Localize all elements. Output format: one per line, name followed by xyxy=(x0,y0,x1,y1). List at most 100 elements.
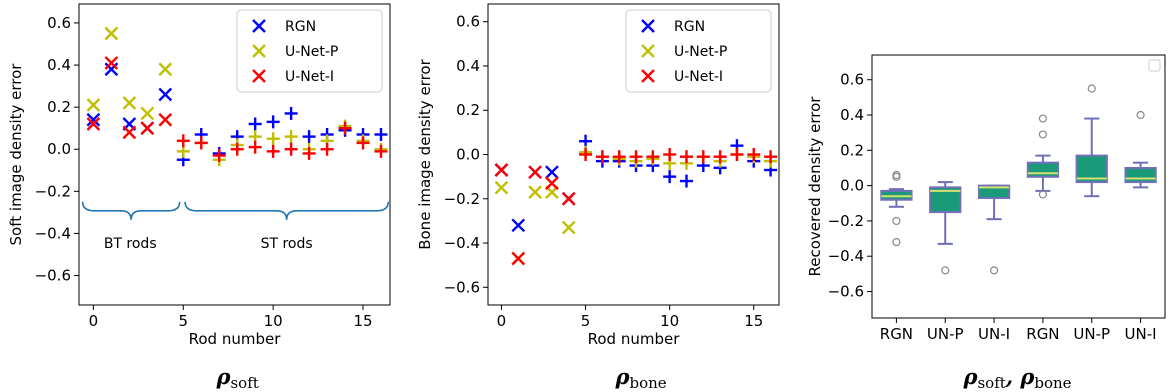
data-point xyxy=(528,165,542,180)
data-point xyxy=(561,220,576,235)
data-point xyxy=(528,185,542,199)
data-point xyxy=(122,96,137,110)
legend-marker xyxy=(641,44,655,58)
data-point xyxy=(511,251,526,266)
caption-subscript: soft xyxy=(977,374,1005,392)
chart-1: −0.6 −0.4 −0.2 0.0 0.2 0.4 0.6 0 5 10 15 Rod number… xyxy=(7,3,391,392)
x-marker-stroke xyxy=(545,165,559,180)
data-point xyxy=(612,150,626,164)
data-point xyxy=(86,112,101,127)
y-tick-label: 0.4 xyxy=(47,56,71,74)
x-marker-stroke xyxy=(528,185,542,199)
data-point xyxy=(86,117,101,131)
y-tick-label: −0.4 xyxy=(35,224,71,242)
legend-marker xyxy=(252,69,266,83)
x-marker-stroke xyxy=(140,106,155,121)
x-marker-stroke xyxy=(158,112,173,127)
y-tick-label: −0.4 xyxy=(444,234,480,252)
y-tick-label: −0.2 xyxy=(828,212,864,230)
y-tick-label: 0.6 xyxy=(47,14,71,32)
outlier-point xyxy=(892,172,901,181)
caption-symbol: ρ xyxy=(216,364,232,389)
data-point xyxy=(230,142,244,156)
data-point xyxy=(104,62,119,77)
y-tick-label: 0.2 xyxy=(47,98,71,116)
y-tick-label: 0.2 xyxy=(456,101,480,119)
x-marker-stroke xyxy=(545,176,559,191)
legend-label: U-Net-P xyxy=(285,44,338,60)
data-point xyxy=(730,148,744,161)
x-marker-stroke xyxy=(86,117,101,131)
caption-symbol: ρ xyxy=(1019,364,1035,389)
y-tick-label: −0.6 xyxy=(828,283,864,301)
x-tick-label: 0 xyxy=(497,312,507,330)
x-marker-stroke xyxy=(104,56,119,70)
x-tick-label: 10 xyxy=(660,312,679,330)
data-point xyxy=(176,134,190,148)
caption-symbol: ρ xyxy=(615,364,631,389)
legend-label: U-Net-I xyxy=(674,69,723,85)
data-point xyxy=(579,148,593,161)
data-point xyxy=(248,117,262,131)
caption: ρsoft, ρbone xyxy=(963,364,1072,392)
box xyxy=(929,181,962,275)
x-marker-stroke xyxy=(158,62,173,77)
data-point xyxy=(663,170,677,184)
y-tick-label: 0.0 xyxy=(840,177,864,195)
st-rods-brace xyxy=(184,201,390,220)
data-point xyxy=(266,115,280,129)
y-axis-label: Bone image density error xyxy=(416,58,434,249)
data-point xyxy=(679,150,693,164)
y-axis-label: Recovered density error xyxy=(806,96,824,277)
data-point xyxy=(104,26,119,41)
outlier-point xyxy=(1038,130,1048,139)
x-tick-label: RGN xyxy=(1026,325,1059,343)
y-tick-label: −0.4 xyxy=(828,247,864,265)
x-tick-label: 5 xyxy=(178,312,188,330)
data-point xyxy=(158,112,173,127)
x-marker-stroke xyxy=(561,191,576,206)
data-point xyxy=(663,148,677,161)
legend-marker xyxy=(252,44,266,58)
x-tick-label: 15 xyxy=(744,312,763,330)
box xyxy=(1124,110,1157,189)
legend-marker xyxy=(252,19,266,33)
x-marker-stroke xyxy=(86,112,101,127)
data-point xyxy=(545,165,559,180)
outlier-point xyxy=(1087,84,1096,93)
bt-rods-brace xyxy=(81,201,181,220)
caption-subscript: bone xyxy=(1034,374,1071,392)
legend-label: RGN xyxy=(285,19,316,35)
x-tick-label: 10 xyxy=(264,312,283,330)
x-tick-label: 5 xyxy=(581,312,591,330)
data-point xyxy=(302,146,316,160)
st-rods-label: ST rods xyxy=(261,236,313,252)
caption-separator: , xyxy=(1005,364,1021,389)
x-marker-stroke xyxy=(561,220,576,235)
legend-label: RGN xyxy=(674,19,705,35)
box xyxy=(1075,84,1108,198)
x-marker-stroke xyxy=(511,251,526,266)
x-marker-stroke xyxy=(158,87,173,102)
data-point xyxy=(629,150,643,164)
y-axis-label: Soft image density error xyxy=(7,63,25,246)
outlier-point xyxy=(941,266,950,275)
data-point xyxy=(140,121,155,136)
data-point xyxy=(747,148,761,161)
data-point xyxy=(266,132,280,146)
x-axis-label: Rod number xyxy=(588,330,681,348)
data-point xyxy=(494,163,509,177)
data-point xyxy=(266,144,280,158)
x-tick-label: RGN xyxy=(880,325,913,343)
x-marker-stroke xyxy=(122,125,137,140)
caption: ρsoft xyxy=(216,364,259,392)
box xyxy=(1026,114,1060,199)
x-tick-label: UN-P xyxy=(927,325,964,343)
data-point xyxy=(158,87,173,102)
outlier-point xyxy=(1038,114,1048,123)
y-tick-label: −0.2 xyxy=(444,190,480,208)
y-tick-label: 0.6 xyxy=(456,13,480,31)
caption-symbol: ρ xyxy=(963,364,979,389)
y-tick-label: 0.2 xyxy=(840,141,864,159)
